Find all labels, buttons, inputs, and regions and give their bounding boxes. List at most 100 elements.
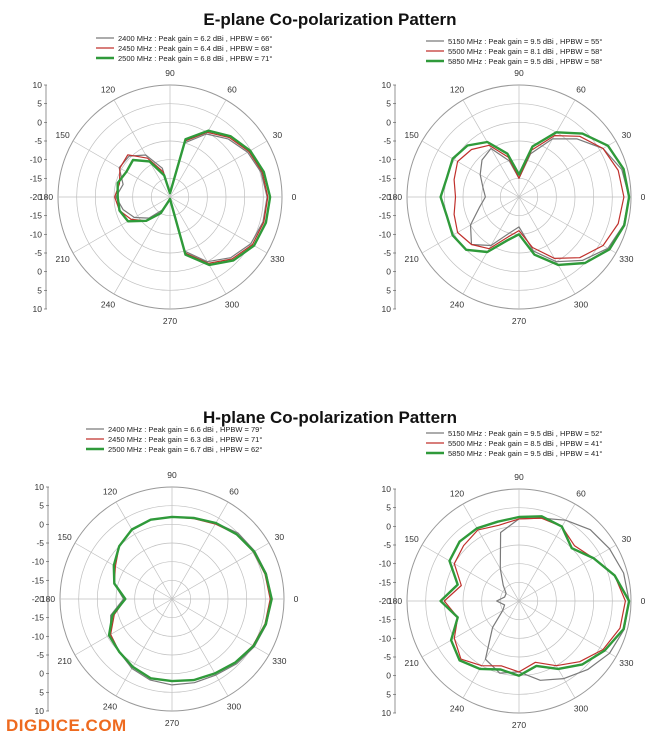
- grid-spoke: [518, 196, 617, 254]
- legend-entry: 5500 MHz : Peak gain = 8.5 dBi , HPBW = …: [448, 439, 602, 448]
- grid-spoke: [171, 542, 270, 600]
- radial-tick-label: -20: [32, 594, 45, 604]
- angle-label: 270: [512, 316, 526, 326]
- radial-tick-label: 5: [37, 285, 42, 295]
- series-line-5500-mhz: [453, 135, 625, 259]
- angle-label: 0: [292, 192, 297, 202]
- radial-tick-label: 10: [382, 304, 392, 314]
- angle-label: 120: [450, 489, 464, 499]
- grid-spoke: [171, 501, 229, 600]
- angle-label: 270: [165, 718, 179, 728]
- radial-tick-label: -10: [379, 155, 392, 165]
- angle-label: 90: [514, 472, 524, 482]
- radial-tick-label: 5: [386, 99, 391, 109]
- angle-label: 330: [272, 656, 286, 666]
- series-line-2500-mhz: [107, 515, 273, 683]
- radial-tick-label: -20: [30, 192, 43, 202]
- radial-tick-label: 0: [386, 267, 391, 277]
- angle-label: 330: [270, 254, 284, 264]
- grid-spoke: [421, 600, 520, 658]
- radial-tick-label: 0: [39, 669, 44, 679]
- legend-entry: 5850 MHz : Peak gain = 9.5 dBi , HPBW = …: [448, 449, 602, 458]
- digdice-watermark: DIGDICE.COM: [6, 716, 127, 735]
- grid-spoke: [518, 99, 576, 198]
- angle-label: 240: [101, 299, 115, 309]
- radial-tick-label: -10: [379, 633, 392, 643]
- polar-chart-3: 03060901201501802102402703003301050-5-10…: [32, 425, 299, 728]
- h-plane-title: H-plane Co-polarization Pattern: [202, 408, 458, 427]
- angle-label: 240: [450, 299, 464, 309]
- grid-spoke: [113, 99, 171, 198]
- grid-spoke: [72, 140, 171, 198]
- angle-label: 30: [622, 534, 632, 544]
- radial-tick-label: -15: [32, 575, 45, 585]
- radial-tick-label: -5: [383, 540, 391, 550]
- angle-label: 210: [58, 656, 72, 666]
- grid-spoke: [462, 600, 520, 699]
- legend-entry: 2500 MHz : Peak gain = 6.8 dBi , HPBW = …: [118, 54, 272, 63]
- legend-entry: 5850 MHz : Peak gain = 9.5 dBi , HPBW = …: [448, 57, 602, 66]
- radial-tick-label: -20: [379, 192, 392, 202]
- radial-tick-label: 0: [37, 267, 42, 277]
- grid-spoke: [169, 140, 268, 198]
- radial-tick-label: -10: [32, 631, 45, 641]
- angle-label: 30: [622, 130, 632, 140]
- angle-label: 150: [405, 130, 419, 140]
- polar-chart-2: 03060901201501802102402703003301050-5-10…: [379, 37, 646, 326]
- grid-spoke: [74, 598, 173, 656]
- grid-spoke: [518, 600, 576, 699]
- angle-label: 270: [512, 720, 526, 730]
- radial-tick-label: -20: [379, 596, 392, 606]
- grid-spoke: [421, 544, 520, 602]
- radial-tick-label: 10: [33, 304, 43, 314]
- radial-tick-label: 0: [386, 521, 391, 531]
- radial-tick-label: 10: [382, 80, 392, 90]
- radial-tick-label: 5: [386, 285, 391, 295]
- angle-label: 120: [103, 487, 117, 497]
- angle-label: 240: [103, 701, 117, 711]
- series-line-2400-mhz: [115, 133, 268, 263]
- radial-tick-label: -15: [379, 211, 392, 221]
- e-plane-title: E-plane Co-polarization Pattern: [203, 10, 457, 29]
- angle-label: 90: [165, 68, 175, 78]
- radial-tick-label: -5: [383, 248, 391, 258]
- radial-tick-label: -15: [379, 615, 392, 625]
- radial-tick-label: -15: [379, 577, 392, 587]
- legend-entry: 5150 MHz : Peak gain = 9.5 dBi , HPBW = …: [448, 37, 602, 46]
- radial-tick-label: 5: [37, 99, 42, 109]
- angle-label: 300: [574, 299, 588, 309]
- grid-spoke: [171, 598, 229, 697]
- grid-spoke: [115, 598, 173, 697]
- radial-tick-label: 0: [386, 117, 391, 127]
- grid-spoke: [115, 501, 173, 600]
- angle-label: 210: [405, 658, 419, 668]
- legend-entry: 2400 MHz : Peak gain = 6.2 dBi , HPBW = …: [118, 34, 272, 43]
- legend-entry: 2500 MHz : Peak gain = 6.7 dBi , HPBW = …: [108, 445, 262, 454]
- grid-spoke: [421, 140, 520, 198]
- angle-label: 0: [641, 192, 646, 202]
- radial-tick-label: 10: [382, 708, 392, 718]
- grid-spoke: [518, 140, 617, 198]
- radial-tick-label: -10: [32, 557, 45, 567]
- radial-tick-label: 10: [35, 482, 45, 492]
- angle-label: 0: [294, 594, 299, 604]
- series-line-5850-mhz: [439, 515, 631, 677]
- angle-label: 210: [56, 254, 70, 264]
- grid-spoke: [462, 503, 520, 602]
- angle-label: 30: [273, 130, 283, 140]
- radial-tick-label: 10: [382, 484, 392, 494]
- radial-tick-label: -5: [383, 652, 391, 662]
- angle-label: 90: [167, 470, 177, 480]
- radial-tick-label: 5: [39, 501, 44, 511]
- grid-spoke: [74, 542, 173, 600]
- angle-label: 240: [450, 703, 464, 713]
- angle-label: 120: [450, 85, 464, 95]
- radial-tick-label: 5: [39, 687, 44, 697]
- angle-label: 330: [619, 254, 633, 264]
- legend-entry: 5500 MHz : Peak gain = 8.1 dBi , HPBW = …: [448, 47, 602, 56]
- series-line-2500-mhz: [116, 129, 272, 267]
- radial-tick-label: 5: [386, 503, 391, 513]
- angle-label: 270: [163, 316, 177, 326]
- grid-spoke: [72, 196, 171, 254]
